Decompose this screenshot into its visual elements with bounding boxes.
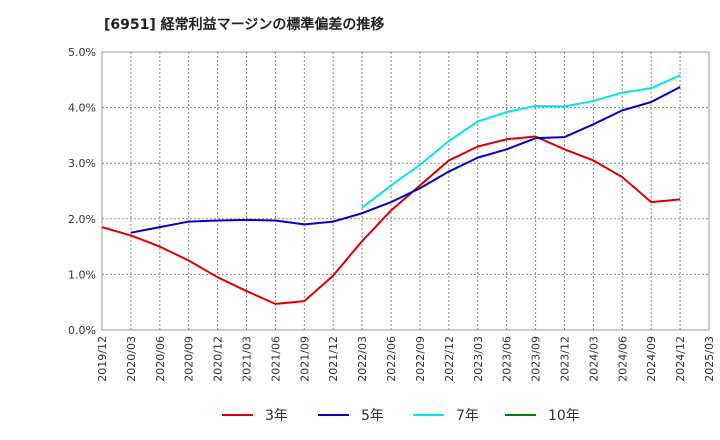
y-axis-tick-labels: 0.0% 1.0% 2.0% 3.0% 4.0% 5.0%	[68, 46, 96, 337]
x-axis-tick-labels: 2019/12 2020/03 2020/06 2020/09 2020/12 2021/…	[96, 336, 716, 382]
y-tick-label: 2.0%	[68, 213, 96, 226]
y-tick-label: 5.0%	[68, 46, 96, 59]
x-tick-label: 2023/06	[501, 336, 514, 382]
x-tick-label: 2023/12	[558, 336, 571, 382]
x-tick-label: 2021/09	[298, 336, 311, 382]
x-tick-label: 2019/12	[96, 336, 109, 382]
x-tick-label: 2021/06	[269, 336, 282, 382]
x-tick-label: 2022/09	[414, 336, 427, 382]
chart-title: [6951] 経常利益マージンの標準偏差の推移	[104, 17, 385, 33]
legend-label: 5年	[361, 408, 384, 424]
plot-area	[101, 51, 710, 331]
y-tick-label: 3.0%	[68, 157, 96, 170]
x-tick-label: 2023/09	[530, 336, 543, 382]
series-line	[361, 74, 681, 209]
x-tick-label: 2024/06	[616, 336, 629, 382]
x-tick-label: 2024/03	[587, 336, 600, 382]
legend-label: 3年	[265, 408, 288, 424]
series-line	[130, 86, 681, 234]
x-tick-label: 2020/06	[154, 336, 167, 382]
x-tick-label: 2025/03	[703, 336, 716, 382]
x-tick-label: 2024/12	[674, 336, 687, 382]
x-tick-label: 2020/12	[212, 336, 225, 382]
y-tick-label: 1.0%	[68, 268, 96, 281]
x-tick-label: 2023/03	[472, 336, 485, 382]
legend-label: 10年	[548, 408, 580, 424]
grid-lines	[102, 52, 709, 330]
legend: 3年 5年 7年 10年	[222, 408, 580, 424]
x-tick-label: 2021/12	[327, 336, 340, 382]
x-tick-label: 2020/03	[125, 336, 138, 382]
x-tick-label: 2024/09	[645, 336, 658, 382]
legend-label: 7年	[456, 408, 479, 424]
x-tick-label: 2022/03	[356, 336, 369, 382]
x-tick-label: 2022/06	[385, 336, 398, 382]
x-tick-label: 2022/12	[443, 336, 456, 382]
x-tick-label: 2021/03	[241, 336, 254, 382]
series-lines	[101, 74, 681, 305]
x-tick-label: 2020/09	[183, 336, 196, 382]
y-tick-label: 4.0%	[68, 102, 96, 115]
y-tick-label: 0.0%	[68, 324, 96, 337]
series-line	[101, 135, 681, 305]
